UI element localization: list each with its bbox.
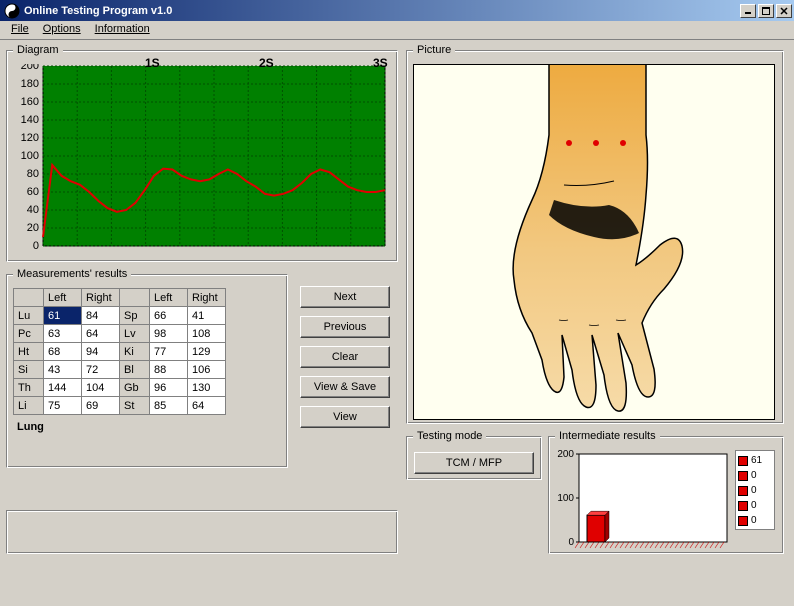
svg-text:100: 100 [21,150,39,162]
action-buttons: Next Previous Clear View & Save View [300,282,398,432]
intermediate-legend-item: 0 [738,498,772,513]
svg-text:80: 80 [27,168,39,180]
close-button[interactable] [776,4,792,18]
menu-file[interactable]: File [4,21,36,39]
wrist-point [620,140,626,146]
svg-text:100: 100 [557,493,574,504]
measurements-group: Measurements' results LeftRightLeftRight… [6,268,288,468]
menu-options[interactable]: Options [36,21,88,39]
view-button[interactable]: View [300,406,390,428]
wrist-point [566,140,572,146]
svg-text:160: 160 [21,96,39,108]
svg-text:60: 60 [27,186,39,198]
svg-text:40: 40 [27,204,39,216]
intermediate-legend-item: 0 [738,513,772,528]
svg-text:20: 20 [27,222,39,234]
intermediate-legend-item: 61 [738,453,772,468]
measurements-legend: Measurements' results [13,268,131,280]
intermediate-legend: Intermediate results [555,430,660,442]
intermediate-legend-item: 0 [738,468,772,483]
svg-text:140: 140 [21,114,39,126]
tcm-mfp-button[interactable]: TCM / MFP [414,452,534,474]
svg-text:0: 0 [568,537,574,548]
svg-text:200: 200 [21,64,39,72]
svg-text:0: 0 [33,240,39,252]
picture-legend: Picture [413,44,455,56]
diagram-x-label: 3S [373,56,388,70]
bottom-panel [6,510,398,554]
window-title: Online Testing Program v1.0 [24,5,740,17]
menubar: File Options Information [0,21,794,40]
diagram-legend: Diagram [13,44,63,56]
measurements-table[interactable]: LeftRightLeftRight Lu6184 Sp6641 Pc6364 … [13,288,226,415]
diagram-x-label: 1S [145,56,160,70]
maximize-button[interactable] [758,4,774,18]
selected-measurement-name: Lung [13,421,281,433]
intermediate-legend-item: 0 [738,483,772,498]
intermediate-chart: 0 100 200 [555,450,731,552]
next-button[interactable]: Next [300,286,390,308]
diagram-group: Diagram 0 20 40 60 80 100 120 140 160 180 200 1S 2S 3… [6,44,398,262]
testing-mode-group: Testing mode TCM / MFP [406,430,542,480]
diagram-x-label: 2S [259,56,274,70]
app-icon [4,3,20,19]
picture-canvas [413,64,775,420]
wrist-point [593,140,599,146]
picture-group: Picture [406,44,784,424]
intermediate-group: Intermediate results 0100200 610000 [548,430,784,554]
svg-text:200: 200 [557,450,574,460]
view-save-button[interactable]: View & Save [300,376,390,398]
minimize-button[interactable] [740,4,756,18]
menu-information[interactable]: Information [88,21,157,39]
previous-button[interactable]: Previous [300,316,390,338]
diagram-chart: 0204060801001201401601802001S2S3S [13,64,391,260]
testing-mode-legend: Testing mode [413,430,486,442]
svg-text:180: 180 [21,78,39,90]
intermediate-legend-box: 610000 [735,450,775,530]
clear-button[interactable]: Clear [300,346,390,368]
titlebar: Online Testing Program v1.0 [0,0,794,21]
svg-text:120: 120 [21,132,39,144]
hand-path [513,65,683,411]
hand-illustration [414,65,775,420]
